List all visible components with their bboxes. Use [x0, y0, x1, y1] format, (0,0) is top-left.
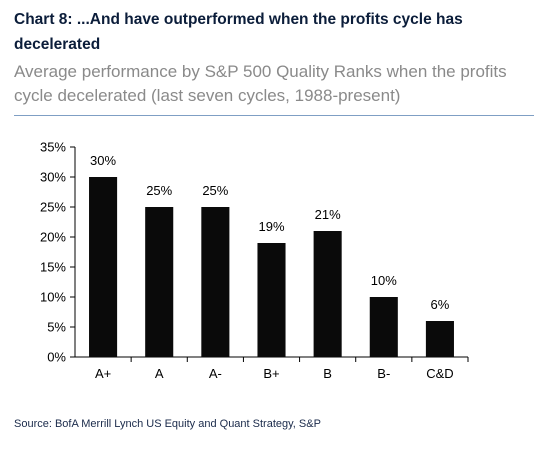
bar	[425, 321, 454, 357]
data-label: 30%	[90, 153, 116, 168]
title-divider	[14, 115, 534, 116]
y-tick-label: 15%	[40, 260, 66, 275]
x-tick-label: B	[323, 366, 332, 381]
y-tick-label: 20%	[40, 230, 66, 245]
chart-subtitle: Average performance by S&P 500 Quality R…	[14, 62, 507, 105]
bar	[89, 177, 118, 357]
y-tick-label: 5%	[47, 320, 66, 335]
bar	[257, 243, 286, 357]
data-label: 6%	[431, 297, 450, 312]
x-axis: A+ A A- B+ B B- C&D	[75, 356, 469, 381]
x-tick-label: B-	[377, 366, 390, 381]
bar	[313, 231, 342, 357]
data-label: 10%	[371, 273, 397, 288]
bar	[201, 207, 230, 357]
bar	[369, 297, 398, 357]
y-tick-label: 25%	[40, 200, 66, 215]
chart-title: Chart 8: ...And have outperformed when t…	[14, 11, 463, 53]
data-label: 25%	[202, 183, 228, 198]
y-tick-label: 10%	[40, 290, 66, 305]
bar	[145, 207, 174, 357]
x-tick-label: A+	[95, 366, 111, 381]
y-tick-label: 35%	[40, 140, 66, 155]
x-tick-label: C&D	[426, 366, 453, 381]
y-axis: 0% 5% 10% 15% 20% 25% 30% 35%	[40, 140, 76, 365]
x-tick-label: B+	[263, 366, 279, 381]
bar-chart: 0% 5% 10% 15% 20% 25% 30% 35% A+ A A- B+ B B- C&D 30%…	[40, 140, 469, 381]
data-label: 25%	[146, 183, 172, 198]
data-label: 21%	[315, 207, 341, 222]
bars	[89, 177, 454, 357]
x-tick-label: A	[155, 366, 164, 381]
y-tick-label: 30%	[40, 170, 66, 185]
source-note: Source: BofA Merrill Lynch US Equity and…	[14, 418, 321, 430]
data-labels: 30% 25% 25% 19% 21% 10% 6%	[90, 153, 450, 312]
y-tick-label: 0%	[47, 350, 66, 365]
x-tick-label: A-	[209, 366, 222, 381]
data-label: 19%	[258, 219, 284, 234]
